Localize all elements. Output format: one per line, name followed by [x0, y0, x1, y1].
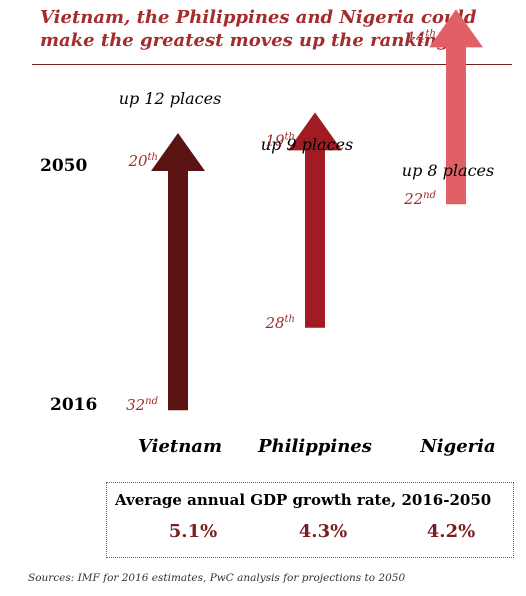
gdp-box: Average annual GDP growth rate, 2016-205…: [106, 482, 514, 558]
gdp-value-philippines: 4.3%: [298, 521, 348, 542]
title-rule: [32, 64, 512, 65]
gdp-value-nigeria: 4.2%: [426, 521, 476, 542]
year-label-2050: 2050: [40, 156, 87, 176]
move-label-nigeria: up 8 places: [402, 161, 494, 180]
year-label-2016: 2016: [50, 395, 97, 415]
rank-2050-label-philippines: 19th: [265, 131, 295, 149]
category-label-nigeria: Nigeria: [419, 436, 495, 457]
arrow-vietnam: [151, 133, 205, 411]
rank-2050-label-vietnam: 20th: [127, 152, 158, 170]
gdp-value-vietnam: 5.1%: [168, 521, 218, 542]
move-label-philippines: up 9 places: [261, 135, 353, 154]
arrow-nigeria: [429, 9, 483, 205]
rank-2016-label-philippines: 28th: [264, 314, 295, 332]
rank-2016-label-vietnam: 32nd: [126, 396, 158, 414]
category-label-vietnam: Vietnam: [138, 436, 222, 457]
rank-2050-label-nigeria: 14th: [406, 28, 436, 46]
gdp-title: Average annual GDP growth rate, 2016-205…: [115, 491, 492, 509]
category-label-philippines: Philippines: [257, 436, 372, 457]
move-label-vietnam: up 12 places: [119, 89, 222, 108]
sources-note: Sources: IMF for 2016 estimates, PwC ana…: [28, 572, 406, 584]
arrow-chart: 2050 2016 up 12 places 20th 32nd Vietnam up 9 …: [40, 9, 496, 457]
arrow-philippines: [288, 112, 342, 328]
rank-2016-label-nigeria: 22nd: [403, 190, 436, 208]
chart-title: Vietnam, the Philippines and Nigeria cou…: [40, 7, 477, 51]
